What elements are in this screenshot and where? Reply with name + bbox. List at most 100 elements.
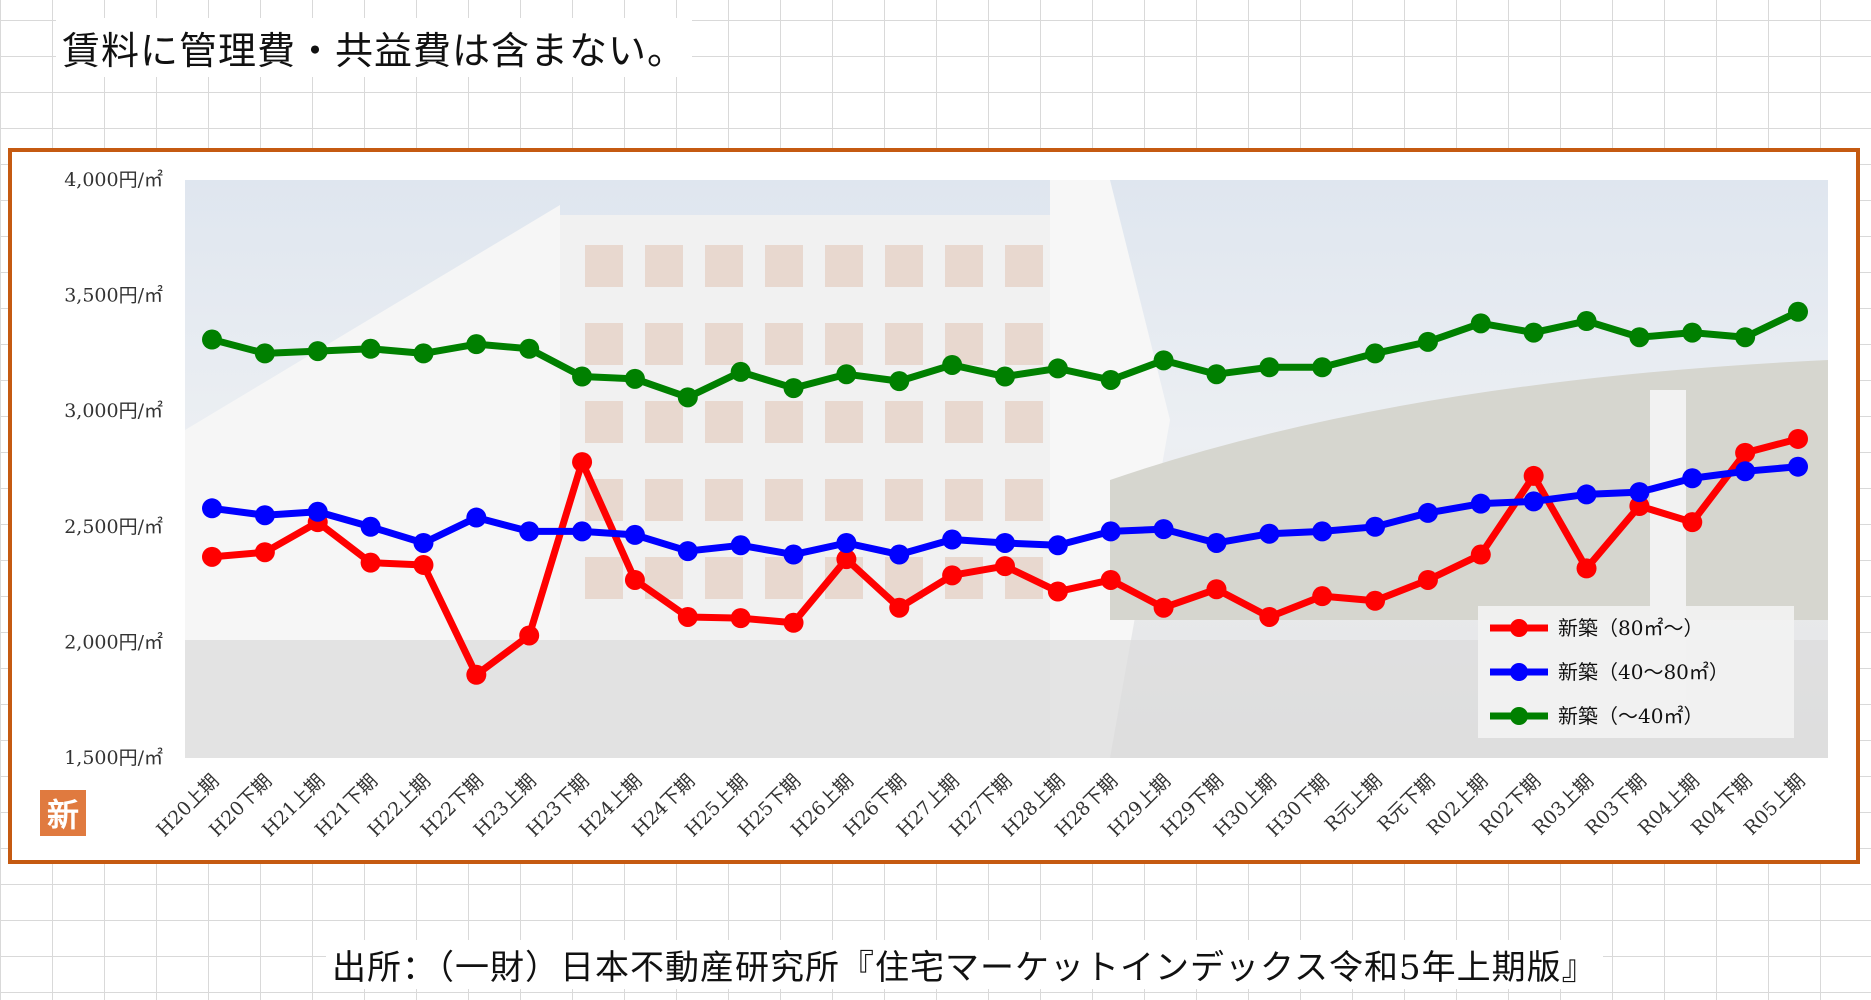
data-point [836, 549, 857, 570]
data-point [995, 556, 1015, 577]
y-tick-label: 4,000円/㎡ [64, 168, 163, 191]
legend-label: 新築（40～80㎡） [1558, 660, 1729, 684]
data-point [730, 608, 751, 629]
data-point [677, 387, 698, 408]
data-point [1365, 516, 1386, 537]
photo-window [705, 323, 743, 365]
data-point [307, 501, 328, 522]
data-point [1100, 521, 1121, 542]
data-point [1470, 544, 1491, 565]
building-photo-background [185, 180, 1828, 758]
photo-window [885, 401, 923, 443]
data-point [254, 343, 275, 364]
data-point [1788, 301, 1808, 322]
data-point [1629, 327, 1650, 348]
data-point [519, 521, 540, 542]
data-point [889, 597, 910, 618]
data-point [1788, 428, 1808, 449]
data-point [1259, 523, 1280, 544]
new-build-logo: 新 [40, 790, 86, 836]
data-point [1206, 532, 1227, 553]
data-point [1100, 569, 1121, 590]
data-point [783, 612, 804, 633]
data-point [1523, 465, 1544, 486]
data-point [1047, 358, 1068, 379]
photo-window [585, 557, 623, 599]
data-point [413, 532, 434, 553]
data-point [677, 541, 698, 562]
data-point [677, 606, 698, 627]
data-point [1523, 491, 1544, 512]
photo-building-tower [1050, 180, 1170, 758]
data-point [995, 532, 1015, 553]
y-tick-label: 2,000円/㎡ [64, 630, 163, 653]
data-point [624, 569, 645, 590]
data-point [254, 505, 275, 526]
photo-window [765, 323, 803, 365]
data-point [836, 532, 857, 553]
data-point [307, 341, 328, 362]
data-point [413, 554, 434, 575]
data-point [942, 565, 963, 586]
x-axis-ticks: H20上期H20下期H21上期H21下期H22上期H22下期H23上期H23下期… [152, 770, 1809, 841]
data-point [1153, 519, 1174, 540]
photo-window [765, 245, 803, 287]
data-point [1576, 311, 1597, 332]
data-point [519, 625, 540, 646]
photo-window [885, 245, 923, 287]
data-point [1312, 586, 1333, 607]
photo-window [1005, 323, 1043, 365]
data-point [202, 546, 222, 567]
photo-window [585, 245, 623, 287]
data-point [730, 361, 751, 382]
y-tick-label: 2,500円/㎡ [64, 515, 163, 538]
photo-window [885, 479, 923, 521]
series-3 [202, 301, 1808, 408]
data-point [1576, 484, 1597, 505]
data-point [730, 535, 751, 556]
data-point [783, 378, 804, 399]
y-tick-label: 3,500円/㎡ [64, 284, 163, 307]
data-point [889, 544, 910, 565]
data-point [995, 366, 1015, 387]
data-point [1153, 597, 1174, 618]
data-point [1417, 331, 1438, 352]
photo-window [885, 323, 923, 365]
data-point [1470, 313, 1491, 334]
photo-window [885, 557, 923, 599]
photo-trees [1110, 360, 1828, 620]
x-tick-label: R元上期 [1321, 770, 1387, 836]
data-point [572, 521, 593, 542]
legend-label: 新築（80㎡～） [1558, 616, 1703, 640]
photo-window [705, 557, 743, 599]
series-2 [202, 456, 1808, 565]
data-point [1047, 581, 1068, 602]
photo-window [585, 323, 623, 365]
data-point [624, 368, 645, 389]
data-point [1629, 482, 1650, 503]
series-layer [202, 301, 1808, 685]
data-point [519, 338, 540, 359]
photo-window [1005, 479, 1043, 521]
y-tick-label: 3,000円/㎡ [64, 399, 163, 422]
photo-window [645, 245, 683, 287]
y-axis-ticks: 4,000円/㎡ 3,500円/㎡ 3,000円/㎡ 2,500円/㎡ 2,000円/㎡… [64, 168, 163, 769]
legend-swatch-marker [1510, 707, 1528, 725]
photo-window [705, 401, 743, 443]
data-point [1312, 521, 1333, 542]
data-point [942, 529, 963, 550]
data-point [1206, 579, 1227, 600]
source-citation: 出所：（一財）日本不動産研究所『住宅マーケットインデックス令和5年上期版』 [326, 940, 1603, 989]
data-point [202, 329, 222, 350]
data-point [1417, 502, 1438, 523]
photo-window [645, 401, 683, 443]
data-point [1682, 322, 1703, 343]
data-point [254, 542, 275, 563]
data-point [1788, 456, 1808, 477]
data-point [836, 364, 857, 385]
data-point [1312, 357, 1333, 378]
data-point [360, 338, 381, 359]
photo-window [825, 323, 863, 365]
legend-label: 新築（～40㎡） [1558, 704, 1703, 728]
